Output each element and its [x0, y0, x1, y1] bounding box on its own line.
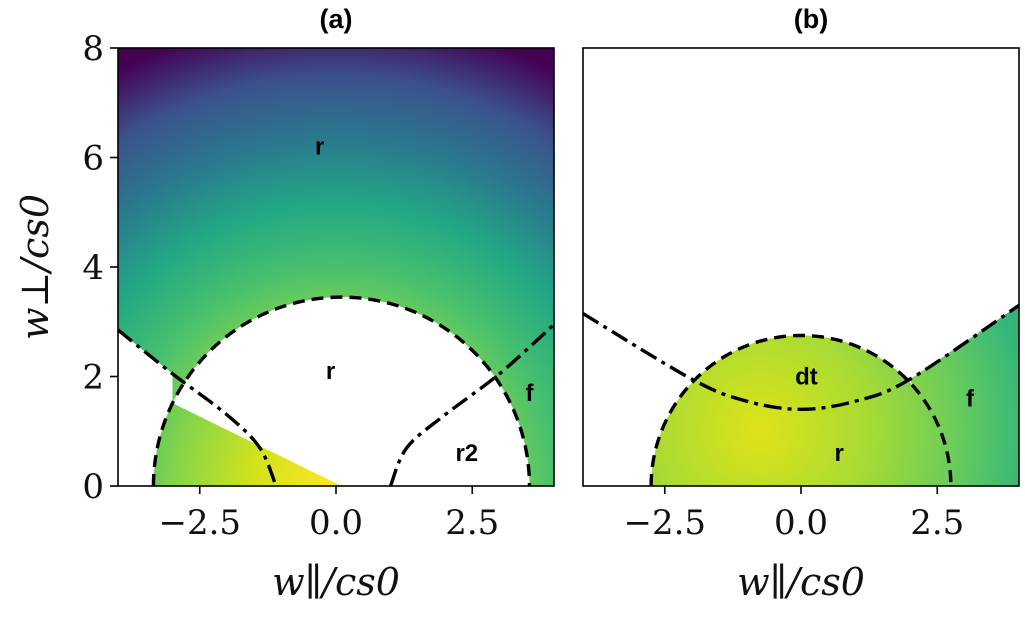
heatmap-region: [910, 305, 1019, 486]
panel-a-heatmap: [118, 48, 554, 486]
panel-b-ticks: −2.5 0.0 2.5: [623, 486, 964, 543]
x-tick-label: 2.5: [445, 503, 499, 543]
panel-a-xlabel: w∥/cs0: [272, 560, 400, 604]
panel-b-curves: [583, 303, 1019, 486]
y-tick-label: 8: [82, 29, 104, 69]
panel-a-ticks: −2.5 0.0 2.5 0 2 4 6 8: [82, 29, 499, 543]
panel-b-region-labels: dt f r: [795, 364, 975, 468]
panel-a: −2.5 0.0 2.5 0 2 4 6 8 r r f r2 w∥/cs0 w⊥/cs0: [13, 29, 555, 604]
dashdot-boundary-curve: [118, 328, 278, 486]
y-tick-label: 0: [82, 467, 104, 507]
region-label: f: [966, 385, 975, 412]
y-tick-label: 2: [82, 358, 104, 398]
panel-a-title: (a): [320, 4, 353, 34]
dashed-boundary-curve: [649, 333, 953, 486]
region-label: r2: [455, 440, 478, 467]
x-tick-label: −2.5: [158, 503, 241, 543]
region-label: r: [326, 358, 335, 385]
y-tick-label: 6: [82, 139, 104, 179]
y-tick-label: 4: [82, 248, 104, 288]
x-tick-label: 0.0: [309, 503, 363, 543]
panel-b: −2.5 0.0 2.5 dt f r w∥/cs0: [582, 47, 1020, 604]
region-label: r: [834, 440, 843, 467]
panel-a-curves: [118, 295, 554, 486]
dashdot-boundary-curve: [583, 303, 1019, 412]
panel-a-ylabel: w⊥/cs0: [13, 194, 57, 340]
dashdot-boundary-curve: [388, 323, 554, 486]
dashed-boundary-curve: [151, 295, 532, 486]
heatmap-region: [118, 48, 554, 486]
x-tick-label: 0.0: [774, 503, 828, 543]
region-label: r: [315, 134, 324, 161]
region-label: dt: [795, 364, 818, 391]
panel-a-region-labels: r r f r2: [315, 134, 534, 468]
region-label: f: [525, 380, 534, 407]
panel-b-title: (b): [794, 4, 828, 34]
panel-b-xlabel: w∥/cs0: [737, 560, 865, 604]
heatmap-region: [153, 403, 342, 486]
x-tick-label: −2.5: [623, 503, 706, 543]
x-tick-label: 2.5: [910, 503, 964, 543]
